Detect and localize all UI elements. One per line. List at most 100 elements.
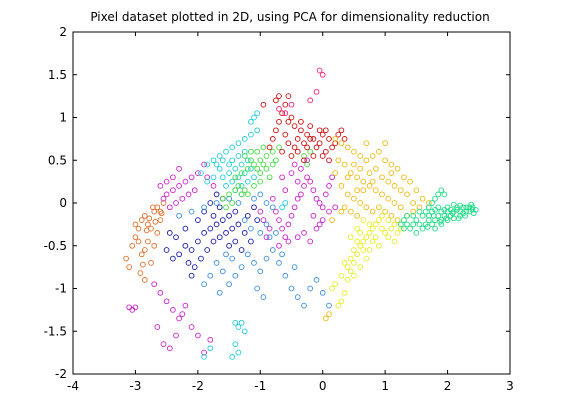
data-point [329,174,335,181]
data-point [319,71,326,78]
data-point [238,191,245,198]
data-point [313,144,320,151]
data-point [410,208,417,215]
data-point [157,217,164,223]
data-point [351,161,357,168]
data-point [248,148,254,155]
data-point [463,204,470,211]
data-point [304,131,310,138]
data-point [285,238,292,245]
chart-title: Pixel dataset plotted in 2D, using PCA f… [90,10,489,24]
data-point [394,217,401,223]
data-point [244,157,251,164]
data-point [470,210,477,217]
x-tick-label: -1 [254,379,266,393]
data-point [282,187,289,194]
data-point [244,165,251,172]
data-point [310,136,317,142]
data-point [204,247,211,253]
data-point [132,234,139,241]
data-point [282,131,289,138]
data-point [282,234,289,241]
data-point [201,349,207,356]
data-point [132,221,139,228]
data-point [335,302,342,309]
data-point [354,174,360,181]
data-point [419,195,426,202]
data-point [360,238,367,245]
data-point [454,206,460,213]
x-tick-label: 1 [381,379,389,393]
data-point [216,234,223,241]
data-point [391,183,398,189]
data-point [260,294,267,300]
data-point [254,110,261,117]
data-point [379,174,385,181]
data-point [210,238,217,245]
data-point [241,328,248,335]
data-point [235,153,242,159]
data-point [137,270,144,276]
data-point [260,217,267,223]
data-point [232,272,239,279]
data-point [238,161,245,168]
data-point [341,289,348,296]
data-point [468,201,475,208]
data-point [216,165,223,172]
y-tick-label: 0 [59,196,67,210]
data-point [146,215,153,222]
data-point [266,234,273,241]
data-point [419,212,426,219]
data-point [204,178,211,185]
data-point [363,157,370,164]
data-point [438,221,445,228]
data-point [140,261,146,268]
data-point [179,311,186,317]
data-point [294,294,301,300]
data-point [326,311,332,317]
data-point [307,178,314,185]
data-point [229,157,236,164]
data-point [198,255,204,262]
data-point [372,165,379,172]
data-point [269,204,276,211]
data-point [229,255,236,262]
data-point [294,148,301,155]
data-point [276,144,282,151]
data-point [294,195,301,202]
data-point [332,204,339,211]
data-point [338,208,345,215]
data-point [372,221,379,228]
data-point [244,178,251,185]
data-point [304,161,310,168]
data-point [170,307,176,313]
data-point [344,264,351,270]
data-point [195,332,201,339]
data-point [143,227,150,234]
data-point [413,230,420,236]
data-point [460,204,467,211]
data-point [435,204,442,211]
data-point [319,131,326,138]
data-point [219,174,226,181]
data-point [298,165,304,172]
data-point [182,302,189,309]
y-tick-label: -2 [55,367,67,381]
data-point [210,183,217,189]
data-point [338,272,345,279]
data-point [307,148,314,155]
data-point [326,208,332,215]
data-point [382,157,388,164]
data-point [369,238,376,245]
tick-marks [72,31,511,375]
y-tick-label: 0.5 [48,153,67,167]
data-point [419,225,426,232]
data-point [145,221,151,228]
data-point [401,217,407,223]
data-point [388,225,395,232]
data-point [319,153,326,159]
data-point [257,230,264,236]
data-point [241,230,248,236]
data-point [444,208,451,215]
data-point [235,324,242,330]
